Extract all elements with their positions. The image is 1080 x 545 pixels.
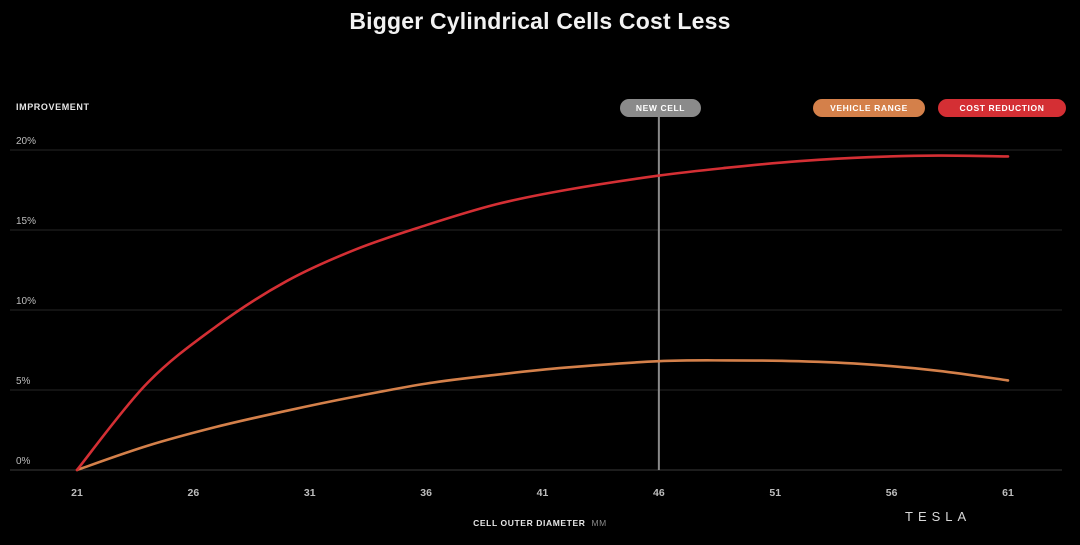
y-tick-label: 20% xyxy=(16,136,36,147)
x-axis-label: CELL OUTER DIAMETER MM xyxy=(0,518,1080,528)
x-tick-label: 26 xyxy=(188,487,200,499)
x-tick-label: 56 xyxy=(886,487,898,499)
x-tick-label: 51 xyxy=(769,487,781,499)
legend-vehicle-range: VEHICLE RANGE xyxy=(813,99,925,117)
x-axis-unit: MM xyxy=(591,518,607,528)
chart-title: Bigger Cylindrical Cells Cost Less xyxy=(349,8,731,34)
y-axis-label: IMPROVEMENT xyxy=(16,102,90,112)
x-tick-label: 31 xyxy=(304,487,316,499)
y-tick-label: 15% xyxy=(16,216,36,227)
y-tick-label: 0% xyxy=(16,456,31,467)
x-tick-label: 46 xyxy=(653,487,665,499)
x-tick-label: 36 xyxy=(420,487,432,499)
series-line-vehicle-range xyxy=(75,359,1010,472)
x-tick-label: 41 xyxy=(537,487,549,499)
x-axis-label-text: CELL OUTER DIAMETER xyxy=(473,518,586,528)
series-line-cost-reduction xyxy=(75,154,1010,472)
x-tick-label: 21 xyxy=(71,487,83,499)
y-tick-label: 5% xyxy=(16,376,31,387)
x-tick-label: 61 xyxy=(1002,487,1014,499)
brand-logo: TESLA xyxy=(905,509,972,524)
new-cell-marker-label: NEW CELL xyxy=(620,99,701,117)
y-tick-label: 10% xyxy=(16,296,36,307)
legend-cost-reduction: COST REDUCTION xyxy=(938,99,1066,117)
